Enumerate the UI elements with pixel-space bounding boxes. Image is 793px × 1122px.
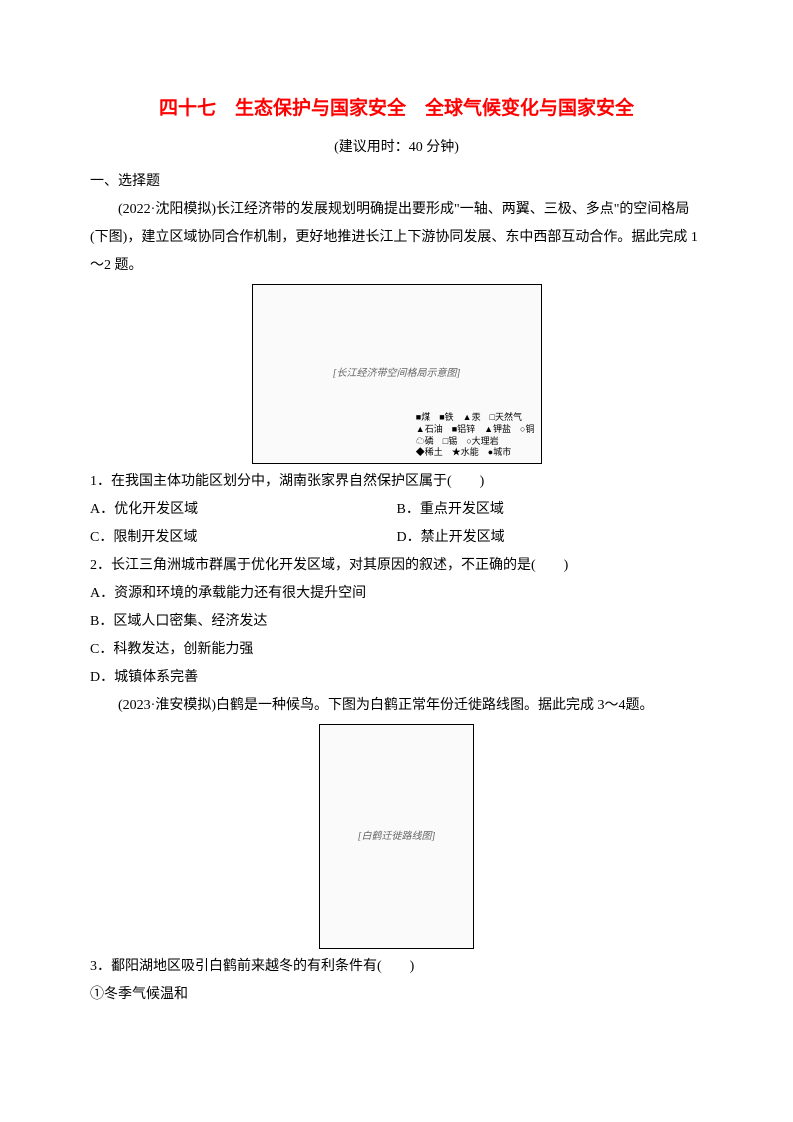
question-1-option-a: A．优化开发区域 [90, 496, 397, 524]
figure-2-wrapper: [白鹤迁徙路线图] [90, 724, 703, 949]
legend-line: ☁磷 □锡 ○大理岩 [416, 436, 535, 448]
question-1-stem: 1．在我国主体功能区划分中，湖南张家界自然保护区属于( ) [90, 468, 703, 496]
figure-2-migration-map: [白鹤迁徙路线图] [319, 724, 474, 949]
figure-2-placeholder: [白鹤迁徙路线图] [358, 827, 436, 847]
question-3-stem: 3．鄱阳湖地区吸引白鹤前来越冬的有利条件有( ) [90, 953, 703, 981]
question-3-condition-1: ①冬季气候温和 [90, 981, 703, 1009]
question-2-option-d: D．城镇体系完善 [90, 664, 703, 692]
question-2-option-b: B．区域人口密集、经济发达 [90, 608, 703, 636]
question-1-option-b: B．重点开发区域 [397, 496, 704, 524]
figure-1-changjiang-map: [长江经济带空间格局示意图] ■煤 ■铁 ▲汞 □天然气 ▲石油 ■铝锌 ▲钾盐… [252, 284, 542, 464]
question-2-option-c: C．科教发达，创新能力强 [90, 636, 703, 664]
question-1-options-row-cd: C．限制开发区域 D．禁止开发区域 [90, 524, 703, 552]
passage-2: (2023·淮安模拟)白鹤是一种候鸟。下图为白鹤正常年份迁徙路线图。据此完成 3… [90, 692, 703, 720]
passage-1: (2022·沈阳模拟)长江经济带的发展规划明确提出要形成"一轴、两翼、三极、多点… [90, 196, 703, 280]
figure-1-wrapper: [长江经济带空间格局示意图] ■煤 ■铁 ▲汞 □天然气 ▲石油 ■铝锌 ▲钾盐… [90, 284, 703, 464]
question-2-stem: 2．长江三角洲城市群属于优化开发区域，对其原因的叙述，不正确的是( ) [90, 552, 703, 580]
question-1-options-row-ab: A．优化开发区域 B．重点开发区域 [90, 496, 703, 524]
legend-line: ▲石油 ■铝锌 ▲钾盐 ○铜 [416, 424, 535, 436]
question-1-option-c: C．限制开发区域 [90, 524, 397, 552]
section-heading-choice: 一、选择题 [90, 168, 703, 196]
figure-1-placeholder: [长江经济带空间格局示意图] [333, 364, 461, 384]
question-1-option-d: D．禁止开发区域 [397, 524, 704, 552]
legend-line: ■煤 ■铁 ▲汞 □天然气 [416, 412, 535, 424]
page-title: 四十七 生态保护与国家安全 全球气候变化与国家安全 [90, 90, 703, 128]
figure-1-legend: ■煤 ■铁 ▲汞 □天然气 ▲石油 ■铝锌 ▲钾盐 ○铜 ☁磷 □锡 ○大理岩 … [416, 412, 535, 459]
time-suggestion: (建议用时：40 分钟) [90, 134, 703, 162]
legend-line: ◆稀土 ★水能 ●城市 [416, 447, 535, 459]
question-2-option-a: A．资源和环境的承载能力还有很大提升空间 [90, 580, 703, 608]
